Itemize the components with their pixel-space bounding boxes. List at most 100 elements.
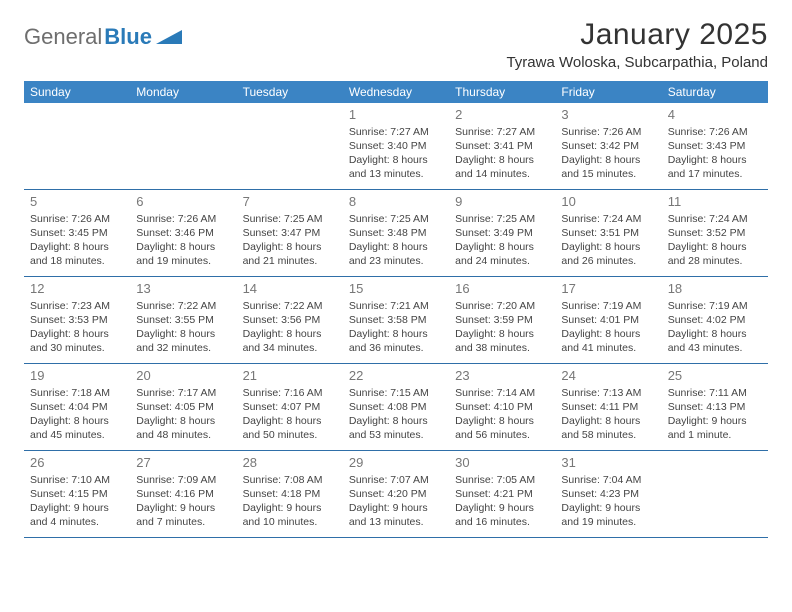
daylight-text: Daylight: 9 hours [561,501,655,515]
calendar-day-cell: 30Sunrise: 7:05 AMSunset: 4:21 PMDayligh… [449,451,555,537]
day-number: 27 [136,454,230,472]
day-number: 5 [30,193,124,211]
day-number: 2 [455,106,549,124]
sunset-text: Sunset: 3:46 PM [136,226,230,240]
day-number: 31 [561,454,655,472]
sunrise-text: Sunrise: 7:26 AM [561,125,655,139]
calendar-day-cell: 16Sunrise: 7:20 AMSunset: 3:59 PMDayligh… [449,277,555,363]
sunrise-text: Sunrise: 7:25 AM [349,212,443,226]
daylight-text: Daylight: 8 hours [349,240,443,254]
sunrise-text: Sunrise: 7:24 AM [668,212,762,226]
day-number: 9 [455,193,549,211]
daylight-text: and 19 minutes. [561,515,655,529]
calendar-day-cell: 24Sunrise: 7:13 AMSunset: 4:11 PMDayligh… [555,364,661,450]
day-number: 19 [30,367,124,385]
daylight-text: Daylight: 8 hours [561,327,655,341]
sunset-text: Sunset: 3:41 PM [455,139,549,153]
sunrise-text: Sunrise: 7:27 AM [349,125,443,139]
daylight-text: Daylight: 8 hours [668,153,762,167]
sunrise-text: Sunrise: 7:19 AM [668,299,762,313]
calendar-day-cell: 7Sunrise: 7:25 AMSunset: 3:47 PMDaylight… [237,190,343,276]
day-number: 14 [243,280,337,298]
calendar: SundayMondayTuesdayWednesdayThursdayFrid… [24,81,768,538]
daylight-text: and 53 minutes. [349,428,443,442]
calendar-day-cell: 31Sunrise: 7:04 AMSunset: 4:23 PMDayligh… [555,451,661,537]
sunrise-text: Sunrise: 7:15 AM [349,386,443,400]
calendar-day-cell: 12Sunrise: 7:23 AMSunset: 3:53 PMDayligh… [24,277,130,363]
sunset-text: Sunset: 3:42 PM [561,139,655,153]
daylight-text: Daylight: 8 hours [561,240,655,254]
daylight-text: and 13 minutes. [349,515,443,529]
sunrise-text: Sunrise: 7:22 AM [243,299,337,313]
sunrise-text: Sunrise: 7:21 AM [349,299,443,313]
sunrise-text: Sunrise: 7:25 AM [243,212,337,226]
calendar-day-cell: 11Sunrise: 7:24 AMSunset: 3:52 PMDayligh… [662,190,768,276]
day-number: 13 [136,280,230,298]
calendar-day-cell: 9Sunrise: 7:25 AMSunset: 3:49 PMDaylight… [449,190,555,276]
day-number: 18 [668,280,762,298]
sunrise-text: Sunrise: 7:11 AM [668,386,762,400]
daylight-text: Daylight: 9 hours [30,501,124,515]
sunrise-text: Sunrise: 7:18 AM [30,386,124,400]
calendar-day-cell: 17Sunrise: 7:19 AMSunset: 4:01 PMDayligh… [555,277,661,363]
daylight-text: and 36 minutes. [349,341,443,355]
daylight-text: and 48 minutes. [136,428,230,442]
daylight-text: and 50 minutes. [243,428,337,442]
daylight-text: and 18 minutes. [30,254,124,268]
daylight-text: and 10 minutes. [243,515,337,529]
daylight-text: and 16 minutes. [455,515,549,529]
logo-text-blue: Blue [104,24,152,50]
weekday-header-cell: Tuesday [237,81,343,103]
calendar-day-cell: 21Sunrise: 7:16 AMSunset: 4:07 PMDayligh… [237,364,343,450]
weekday-header-cell: Friday [555,81,661,103]
calendar-day-cell: 6Sunrise: 7:26 AMSunset: 3:46 PMDaylight… [130,190,236,276]
calendar-day-cell [237,103,343,189]
daylight-text: Daylight: 9 hours [243,501,337,515]
daylight-text: Daylight: 8 hours [136,240,230,254]
calendar-day-cell: 10Sunrise: 7:24 AMSunset: 3:51 PMDayligh… [555,190,661,276]
weekday-header-cell: Monday [130,81,236,103]
daylight-text: Daylight: 9 hours [136,501,230,515]
daylight-text: Daylight: 8 hours [561,153,655,167]
daylight-text: and 26 minutes. [561,254,655,268]
sunrise-text: Sunrise: 7:26 AM [136,212,230,226]
sunset-text: Sunset: 4:20 PM [349,487,443,501]
calendar-week-row: 19Sunrise: 7:18 AMSunset: 4:04 PMDayligh… [24,364,768,451]
sunset-text: Sunset: 3:58 PM [349,313,443,327]
daylight-text: and 24 minutes. [455,254,549,268]
day-number: 26 [30,454,124,472]
day-number: 29 [349,454,443,472]
calendar-week-row: 26Sunrise: 7:10 AMSunset: 4:15 PMDayligh… [24,451,768,538]
sunrise-text: Sunrise: 7:09 AM [136,473,230,487]
sunset-text: Sunset: 4:02 PM [668,313,762,327]
sunrise-text: Sunrise: 7:08 AM [243,473,337,487]
calendar-week-row: 5Sunrise: 7:26 AMSunset: 3:45 PMDaylight… [24,190,768,277]
sunrise-text: Sunrise: 7:27 AM [455,125,549,139]
sunset-text: Sunset: 4:07 PM [243,400,337,414]
day-number: 16 [455,280,549,298]
sunrise-text: Sunrise: 7:16 AM [243,386,337,400]
weekday-header-cell: Sunday [24,81,130,103]
calendar-day-cell: 20Sunrise: 7:17 AMSunset: 4:05 PMDayligh… [130,364,236,450]
calendar-day-cell: 26Sunrise: 7:10 AMSunset: 4:15 PMDayligh… [24,451,130,537]
calendar-day-cell: 15Sunrise: 7:21 AMSunset: 3:58 PMDayligh… [343,277,449,363]
sunrise-text: Sunrise: 7:13 AM [561,386,655,400]
sunrise-text: Sunrise: 7:14 AM [455,386,549,400]
sunrise-text: Sunrise: 7:26 AM [30,212,124,226]
daylight-text: and 15 minutes. [561,167,655,181]
sunset-text: Sunset: 3:48 PM [349,226,443,240]
sunset-text: Sunset: 4:08 PM [349,400,443,414]
daylight-text: Daylight: 8 hours [668,327,762,341]
daylight-text: Daylight: 8 hours [561,414,655,428]
sunset-text: Sunset: 4:21 PM [455,487,549,501]
sunset-text: Sunset: 3:47 PM [243,226,337,240]
sunrise-text: Sunrise: 7:20 AM [455,299,549,313]
day-number: 4 [668,106,762,124]
daylight-text: and 56 minutes. [455,428,549,442]
calendar-day-cell [662,451,768,537]
calendar-week-row: 12Sunrise: 7:23 AMSunset: 3:53 PMDayligh… [24,277,768,364]
calendar-day-cell: 25Sunrise: 7:11 AMSunset: 4:13 PMDayligh… [662,364,768,450]
sunrise-text: Sunrise: 7:22 AM [136,299,230,313]
logo: General Blue [24,24,182,50]
calendar-day-cell: 19Sunrise: 7:18 AMSunset: 4:04 PMDayligh… [24,364,130,450]
